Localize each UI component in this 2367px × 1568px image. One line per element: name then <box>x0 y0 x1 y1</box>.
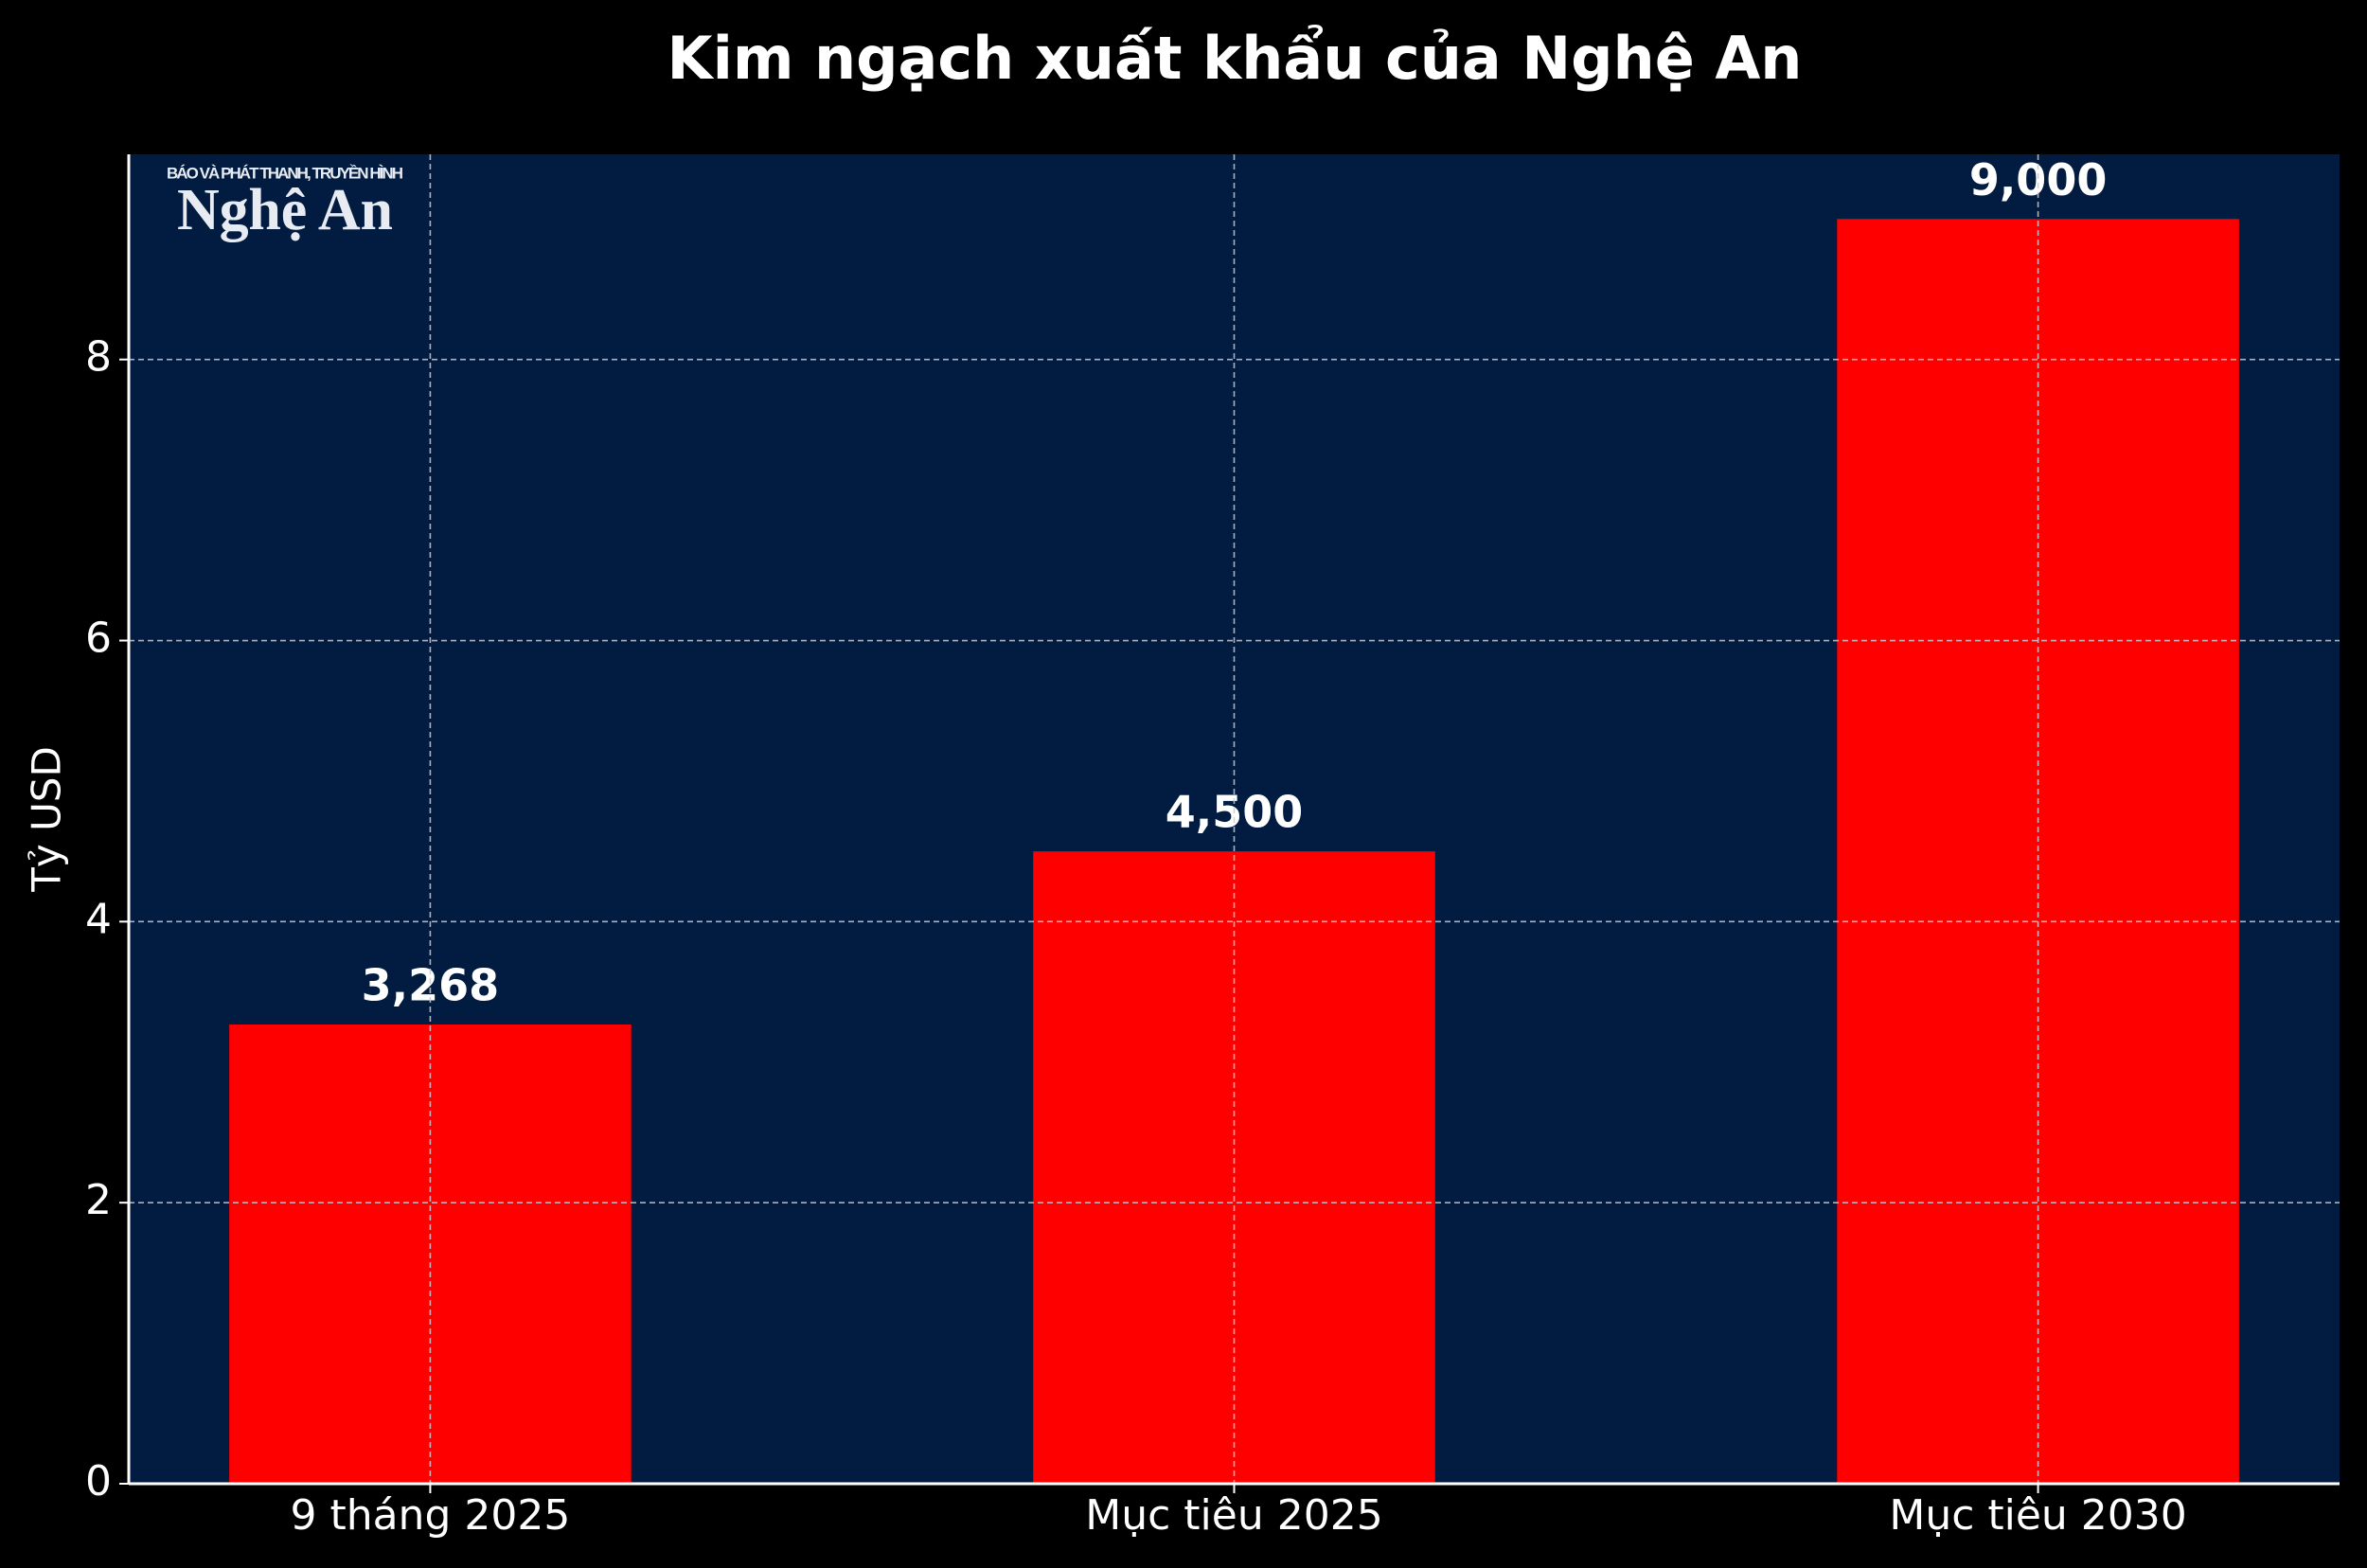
y-tick-label: 0 <box>85 1457 112 1506</box>
chart-title: Kim ngạch xuất khẩu của Nghệ An <box>667 24 1803 93</box>
y-tick-label: 8 <box>85 333 112 382</box>
logo-tagline: BÁO VÀ PHÁT THANH, TRUYỀN HÌNH <box>167 164 403 182</box>
y-tick-label: 2 <box>85 1176 112 1224</box>
y-tick-label: 4 <box>85 895 112 943</box>
y-tick-label: 6 <box>85 615 112 663</box>
x-tick-label: Mục tiêu 2030 <box>1889 1491 2186 1540</box>
logo-name: Nghệ An <box>177 178 393 242</box>
value-label: 3,268 <box>362 959 500 1010</box>
x-tick-label: Mục tiêu 2025 <box>1085 1491 1382 1540</box>
x-tick-label: 9 tháng 2025 <box>290 1491 570 1540</box>
y-axis-label: Tỷ USD <box>24 746 70 893</box>
